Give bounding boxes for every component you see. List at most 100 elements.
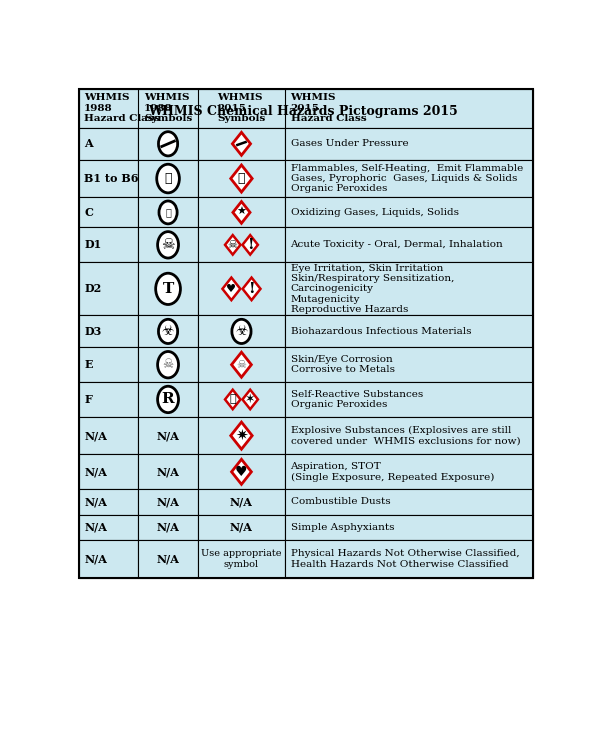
Bar (139, 197, 198, 227)
Bar (79, 89, 533, 578)
Bar (79, 89, 533, 128)
Text: Flammables, Self-Heating,  Emit Flammable
Gases, Pyrophoric  Gases, Liquids & So: Flammables, Self-Heating, Emit Flammable… (291, 164, 523, 193)
Bar (139, 454, 198, 490)
Text: ☠: ☠ (161, 238, 175, 253)
Bar (285, 454, 533, 490)
Text: T: T (162, 282, 173, 296)
Bar (139, 128, 198, 159)
Text: WHMIS
1988
Symbols: WHMIS 1988 Symbols (144, 93, 192, 123)
Text: ☠: ☠ (162, 358, 173, 371)
Bar (79, 382, 139, 417)
Text: ✶: ✶ (245, 393, 255, 406)
Text: D3: D3 (84, 326, 101, 337)
Text: 🔥: 🔥 (165, 208, 171, 217)
Circle shape (156, 273, 181, 305)
Text: N/A: N/A (84, 553, 107, 565)
Text: N/A: N/A (84, 430, 107, 441)
Bar (285, 417, 533, 454)
Text: WHMIS
1988
Hazard Class: WHMIS 1988 Hazard Class (84, 93, 160, 123)
Text: Simple Asphyxiants: Simple Asphyxiants (291, 523, 394, 532)
Text: Skin/Eye Corrosion
Corrosive to Metals: Skin/Eye Corrosion Corrosive to Metals (291, 355, 394, 374)
Bar (79, 490, 139, 514)
Bar (198, 382, 285, 417)
Polygon shape (233, 202, 250, 223)
Text: E: E (84, 359, 92, 370)
Bar (139, 540, 198, 578)
Text: ♥: ♥ (226, 284, 236, 294)
Text: Eye Irritation, Skin Irritation
Skin/Respiratory Sensitization,
Carcinogenicity
: Eye Irritation, Skin Irritation Skin/Res… (291, 263, 454, 314)
Text: ☠: ☠ (236, 359, 246, 370)
Text: Use appropriate
symbol: Use appropriate symbol (201, 549, 282, 569)
Text: N/A: N/A (84, 522, 107, 533)
Text: N/A: N/A (157, 466, 179, 478)
Text: Gases Under Pressure: Gases Under Pressure (291, 139, 408, 148)
Polygon shape (231, 352, 252, 378)
Bar (139, 490, 198, 514)
Text: N/A: N/A (84, 496, 107, 508)
Text: 🔥: 🔥 (165, 172, 172, 185)
Bar (139, 382, 198, 417)
Bar (79, 347, 139, 382)
Text: Aspiration, STOT
(Single Exposure, Repeated Exposure): Aspiration, STOT (Single Exposure, Repea… (291, 462, 494, 481)
Bar (285, 514, 533, 540)
Text: Combustible Dusts: Combustible Dusts (291, 497, 390, 506)
Text: A: A (84, 138, 93, 150)
Bar (79, 159, 139, 197)
Text: N/A: N/A (157, 496, 179, 508)
Text: N/A: N/A (230, 522, 253, 533)
Polygon shape (225, 235, 240, 255)
Bar (79, 262, 139, 316)
Text: Explosive Substances (Explosives are still
covered under  WHMIS exclusions for n: Explosive Substances (Explosives are sti… (291, 426, 520, 445)
Bar (198, 454, 285, 490)
Bar (79, 227, 139, 262)
Bar (285, 490, 533, 514)
Text: WHMIS
2015
Hazard Class: WHMIS 2015 Hazard Class (291, 93, 366, 123)
Text: N/A: N/A (157, 430, 179, 441)
Bar (198, 159, 285, 197)
Bar (285, 159, 533, 197)
Bar (139, 347, 198, 382)
Bar (285, 540, 533, 578)
Bar (139, 417, 198, 454)
Text: C: C (84, 207, 93, 218)
Bar (285, 347, 533, 382)
Text: 🔥: 🔥 (238, 172, 245, 185)
Circle shape (157, 232, 179, 258)
Text: B1 to B6: B1 to B6 (84, 173, 139, 184)
Bar (139, 514, 198, 540)
Bar (285, 382, 533, 417)
Bar (285, 262, 533, 316)
Circle shape (232, 320, 251, 344)
Bar (79, 128, 139, 159)
Text: Oxidizing Gases, Liquids, Solids: Oxidizing Gases, Liquids, Solids (291, 208, 459, 217)
Text: N/A: N/A (157, 553, 179, 565)
Text: D2: D2 (84, 284, 101, 294)
Circle shape (157, 387, 179, 413)
Text: ☣: ☣ (235, 324, 247, 338)
Bar (198, 128, 285, 159)
Bar (139, 316, 198, 347)
Bar (198, 347, 285, 382)
Bar (198, 540, 285, 578)
Bar (198, 197, 285, 227)
Bar (198, 417, 285, 454)
Text: N/A: N/A (157, 522, 179, 533)
Bar (79, 454, 139, 490)
Text: 🔥: 🔥 (230, 395, 236, 405)
Text: N/A: N/A (84, 466, 107, 478)
Bar (198, 316, 285, 347)
Bar (285, 316, 533, 347)
Polygon shape (243, 390, 258, 409)
Text: Acute Toxicity - Oral, Dermal, Inhalation: Acute Toxicity - Oral, Dermal, Inhalatio… (291, 241, 503, 250)
Text: ☣: ☣ (162, 324, 174, 338)
Text: D1: D1 (84, 239, 101, 250)
Bar (198, 514, 285, 540)
Text: ☠: ☠ (228, 240, 238, 250)
Text: N/A: N/A (230, 496, 253, 508)
Bar (79, 540, 139, 578)
Text: WHMIS
2015
Symbols: WHMIS 2015 Symbols (217, 93, 266, 123)
Text: Self-Reactive Substances
Organic Peroxides: Self-Reactive Substances Organic Peroxid… (291, 390, 423, 409)
Circle shape (157, 164, 179, 193)
Bar (79, 316, 139, 347)
Polygon shape (243, 277, 260, 300)
